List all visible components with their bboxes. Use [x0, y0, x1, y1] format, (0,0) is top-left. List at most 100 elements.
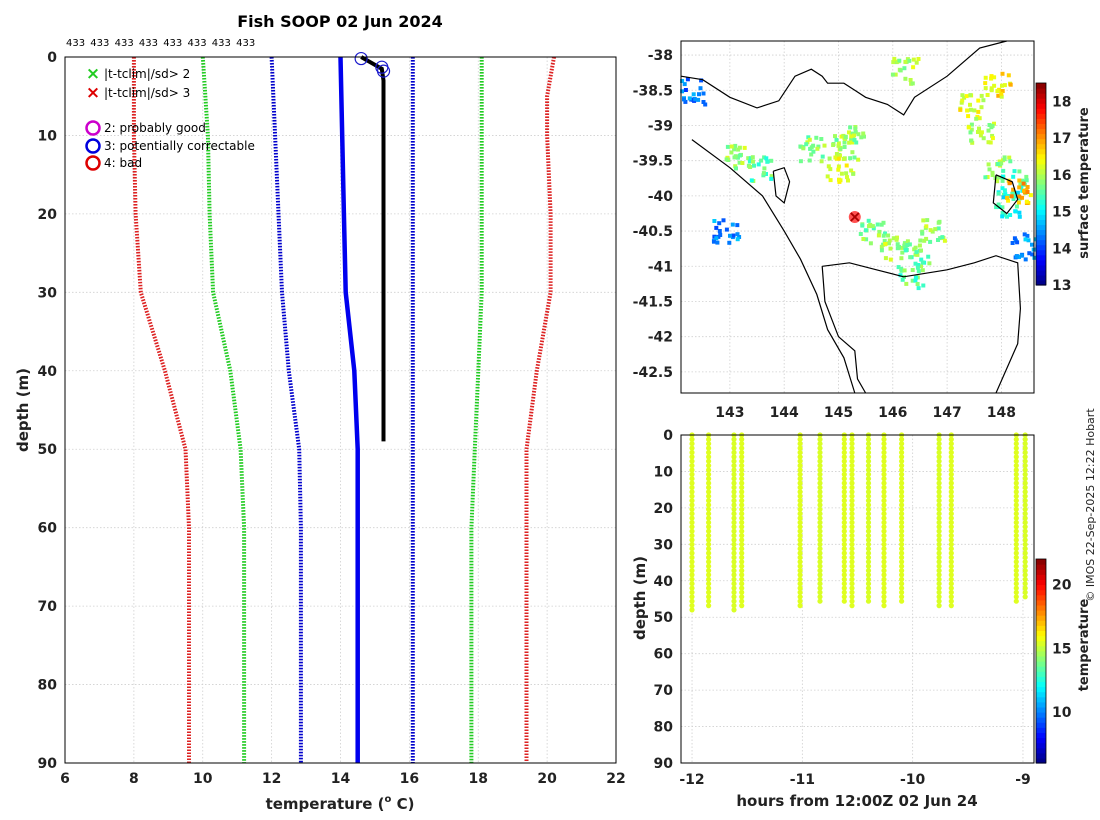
data-point [849, 581, 855, 587]
data-point [706, 546, 712, 552]
sst-pixel [1020, 195, 1024, 200]
sst-pixel [983, 86, 988, 91]
y-tick-label: 60 [38, 521, 58, 537]
sst-pixel [916, 57, 921, 61]
colorbar-swatch [1036, 737, 1046, 744]
data-point [948, 603, 954, 609]
sst-pixel [989, 74, 994, 79]
data-point [739, 489, 745, 495]
data-point [881, 533, 887, 539]
sst-pixel [856, 132, 861, 137]
data-point [865, 546, 872, 552]
colorbar-swatch [1036, 204, 1046, 210]
data-point [849, 572, 855, 578]
map-y-tick-label: -42 [648, 330, 673, 346]
data-point [706, 563, 712, 569]
data-point [706, 506, 712, 512]
sst-pixel [687, 96, 692, 101]
data-point [849, 471, 855, 477]
data-point [797, 537, 803, 543]
colorbar-swatch [1036, 88, 1046, 94]
data-point [731, 502, 737, 508]
data-point [731, 607, 737, 613]
sst-pixel [960, 98, 965, 103]
sst-pixel [696, 97, 701, 102]
sst-pixel [911, 57, 916, 62]
data-point [731, 559, 737, 565]
sst-pixel [995, 89, 1000, 94]
data-point [899, 445, 905, 451]
data-point [1013, 489, 1019, 495]
sst-pixel [962, 95, 967, 100]
sst-pixel [844, 163, 849, 168]
sst-pixel [1006, 73, 1011, 78]
data-point [841, 445, 847, 451]
data-point [739, 458, 745, 464]
data-point [739, 463, 745, 469]
sst-pixel [731, 233, 736, 238]
sst-pixel [968, 93, 973, 98]
colorbar-swatch [1036, 604, 1046, 611]
data-point [731, 493, 737, 499]
colorbar-swatch [1036, 259, 1046, 266]
sst-pixel [986, 162, 991, 167]
data-point [731, 546, 737, 552]
data-point [881, 563, 887, 569]
data-point [706, 458, 712, 464]
data-point [936, 454, 942, 460]
sst-pixel [1009, 194, 1014, 199]
data-point [731, 480, 737, 486]
data-point [797, 546, 803, 552]
sst-pixel [697, 92, 701, 97]
data-point [849, 441, 855, 447]
data-point [936, 559, 942, 565]
colorbar-swatch [1036, 269, 1046, 276]
y-tick-label: 10 [38, 128, 58, 144]
colorbar-swatch [1036, 559, 1046, 565]
colorbar-swatch [1036, 108, 1046, 114]
sst-pixel [1017, 214, 1022, 219]
sst-pixel [905, 239, 910, 244]
sst-pixel [990, 136, 995, 141]
data-point [739, 502, 745, 508]
sst-pixel [914, 60, 919, 65]
map-ticks: 143 144 145 146 147 148 -38 -38.5 -39 -39.5 -40 -40… [633, 48, 1016, 421]
data-point [899, 533, 905, 539]
data-point [689, 489, 695, 495]
data-point [817, 598, 823, 604]
colorbar-swatch [1036, 184, 1046, 190]
data-point [731, 449, 737, 456]
sst-pixel [1002, 157, 1007, 162]
sst-pixel [924, 224, 929, 229]
data-point [1013, 441, 1019, 447]
sst-pixel [907, 58, 912, 63]
sst-pixel [1017, 169, 1022, 174]
data-point [948, 585, 954, 591]
data-point [706, 511, 712, 517]
sst-pixel [1006, 198, 1011, 203]
sst-pixel [920, 268, 925, 273]
sst-pixel [748, 165, 753, 169]
sst-pixel [995, 179, 1000, 184]
sst-pixel [836, 156, 841, 161]
x-tick-label: 14 [331, 771, 351, 787]
colorbar-swatch [1036, 727, 1046, 733]
sst-pixel [914, 250, 919, 255]
sst-pixel [756, 162, 761, 167]
data-point [841, 598, 847, 604]
colorbar-swatch [1036, 691, 1046, 698]
colorbar-tick-label: 13 [1052, 278, 1071, 294]
sst-pixel [986, 140, 991, 145]
coastline-segment [821, 266, 867, 394]
x-tick-label: 8 [129, 771, 139, 787]
data-point [881, 471, 887, 477]
sst-pixel [862, 134, 866, 139]
sst-pixel [683, 88, 688, 92]
series-mean-3-sd [524, 56, 556, 763]
data-point [936, 519, 942, 526]
data-point [689, 550, 695, 556]
sst-pixel [921, 218, 926, 223]
sst-pixel [992, 75, 997, 80]
data-point [689, 563, 695, 569]
data-point [731, 454, 737, 460]
